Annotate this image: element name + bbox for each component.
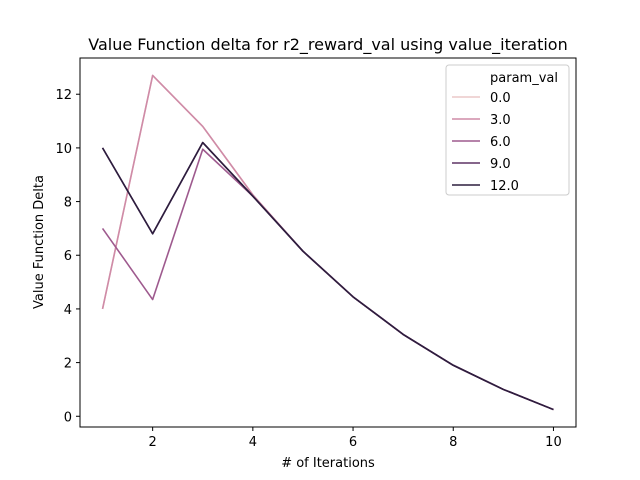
legend-label-3: 9.0 [490,157,511,172]
legend-label-1: 3.0 [490,113,511,128]
x-axis-ticks: 2 4 6 8 10 [149,427,562,450]
legend-label-2: 6.0 [490,135,511,150]
y-axis-title: Value Function Delta [32,175,47,309]
x-tick-label-0: 2 [149,435,157,450]
y-axis-ticks: 0 2 4 6 8 10 12 [55,88,80,425]
y-tick-label-5: 10 [55,142,72,157]
legend-label-4: 12.0 [490,179,519,194]
y-tick-label-0: 0 [64,410,72,425]
x-tick-label-3: 8 [449,435,457,450]
chart-title: Value Function delta for r2_reward_val u… [88,35,567,55]
legend-title: param_val [490,71,558,86]
plot-frame [79,57,577,428]
series-line-4 [101,141,554,411]
x-tick-label-2: 6 [349,435,357,450]
y-tick-label-6: 12 [55,88,72,103]
y-tick-label-3: 6 [64,249,72,264]
legend-label-0: 0.0 [490,91,511,106]
x-axis-title: # of Iterations [281,456,375,471]
x-tick-label-4: 10 [545,435,562,450]
plot-lines [101,74,554,411]
y-tick-label-1: 2 [64,357,72,372]
legend-items: param_val 0.0 3.0 6.0 9.0 12.0 [452,71,558,194]
x-tick-label-1: 4 [249,435,257,450]
y-tick-label-2: 4 [64,303,72,318]
legend: param_val 0.0 3.0 6.0 9.0 12.0 [445,64,570,196]
y-tick-label-4: 8 [64,196,72,211]
